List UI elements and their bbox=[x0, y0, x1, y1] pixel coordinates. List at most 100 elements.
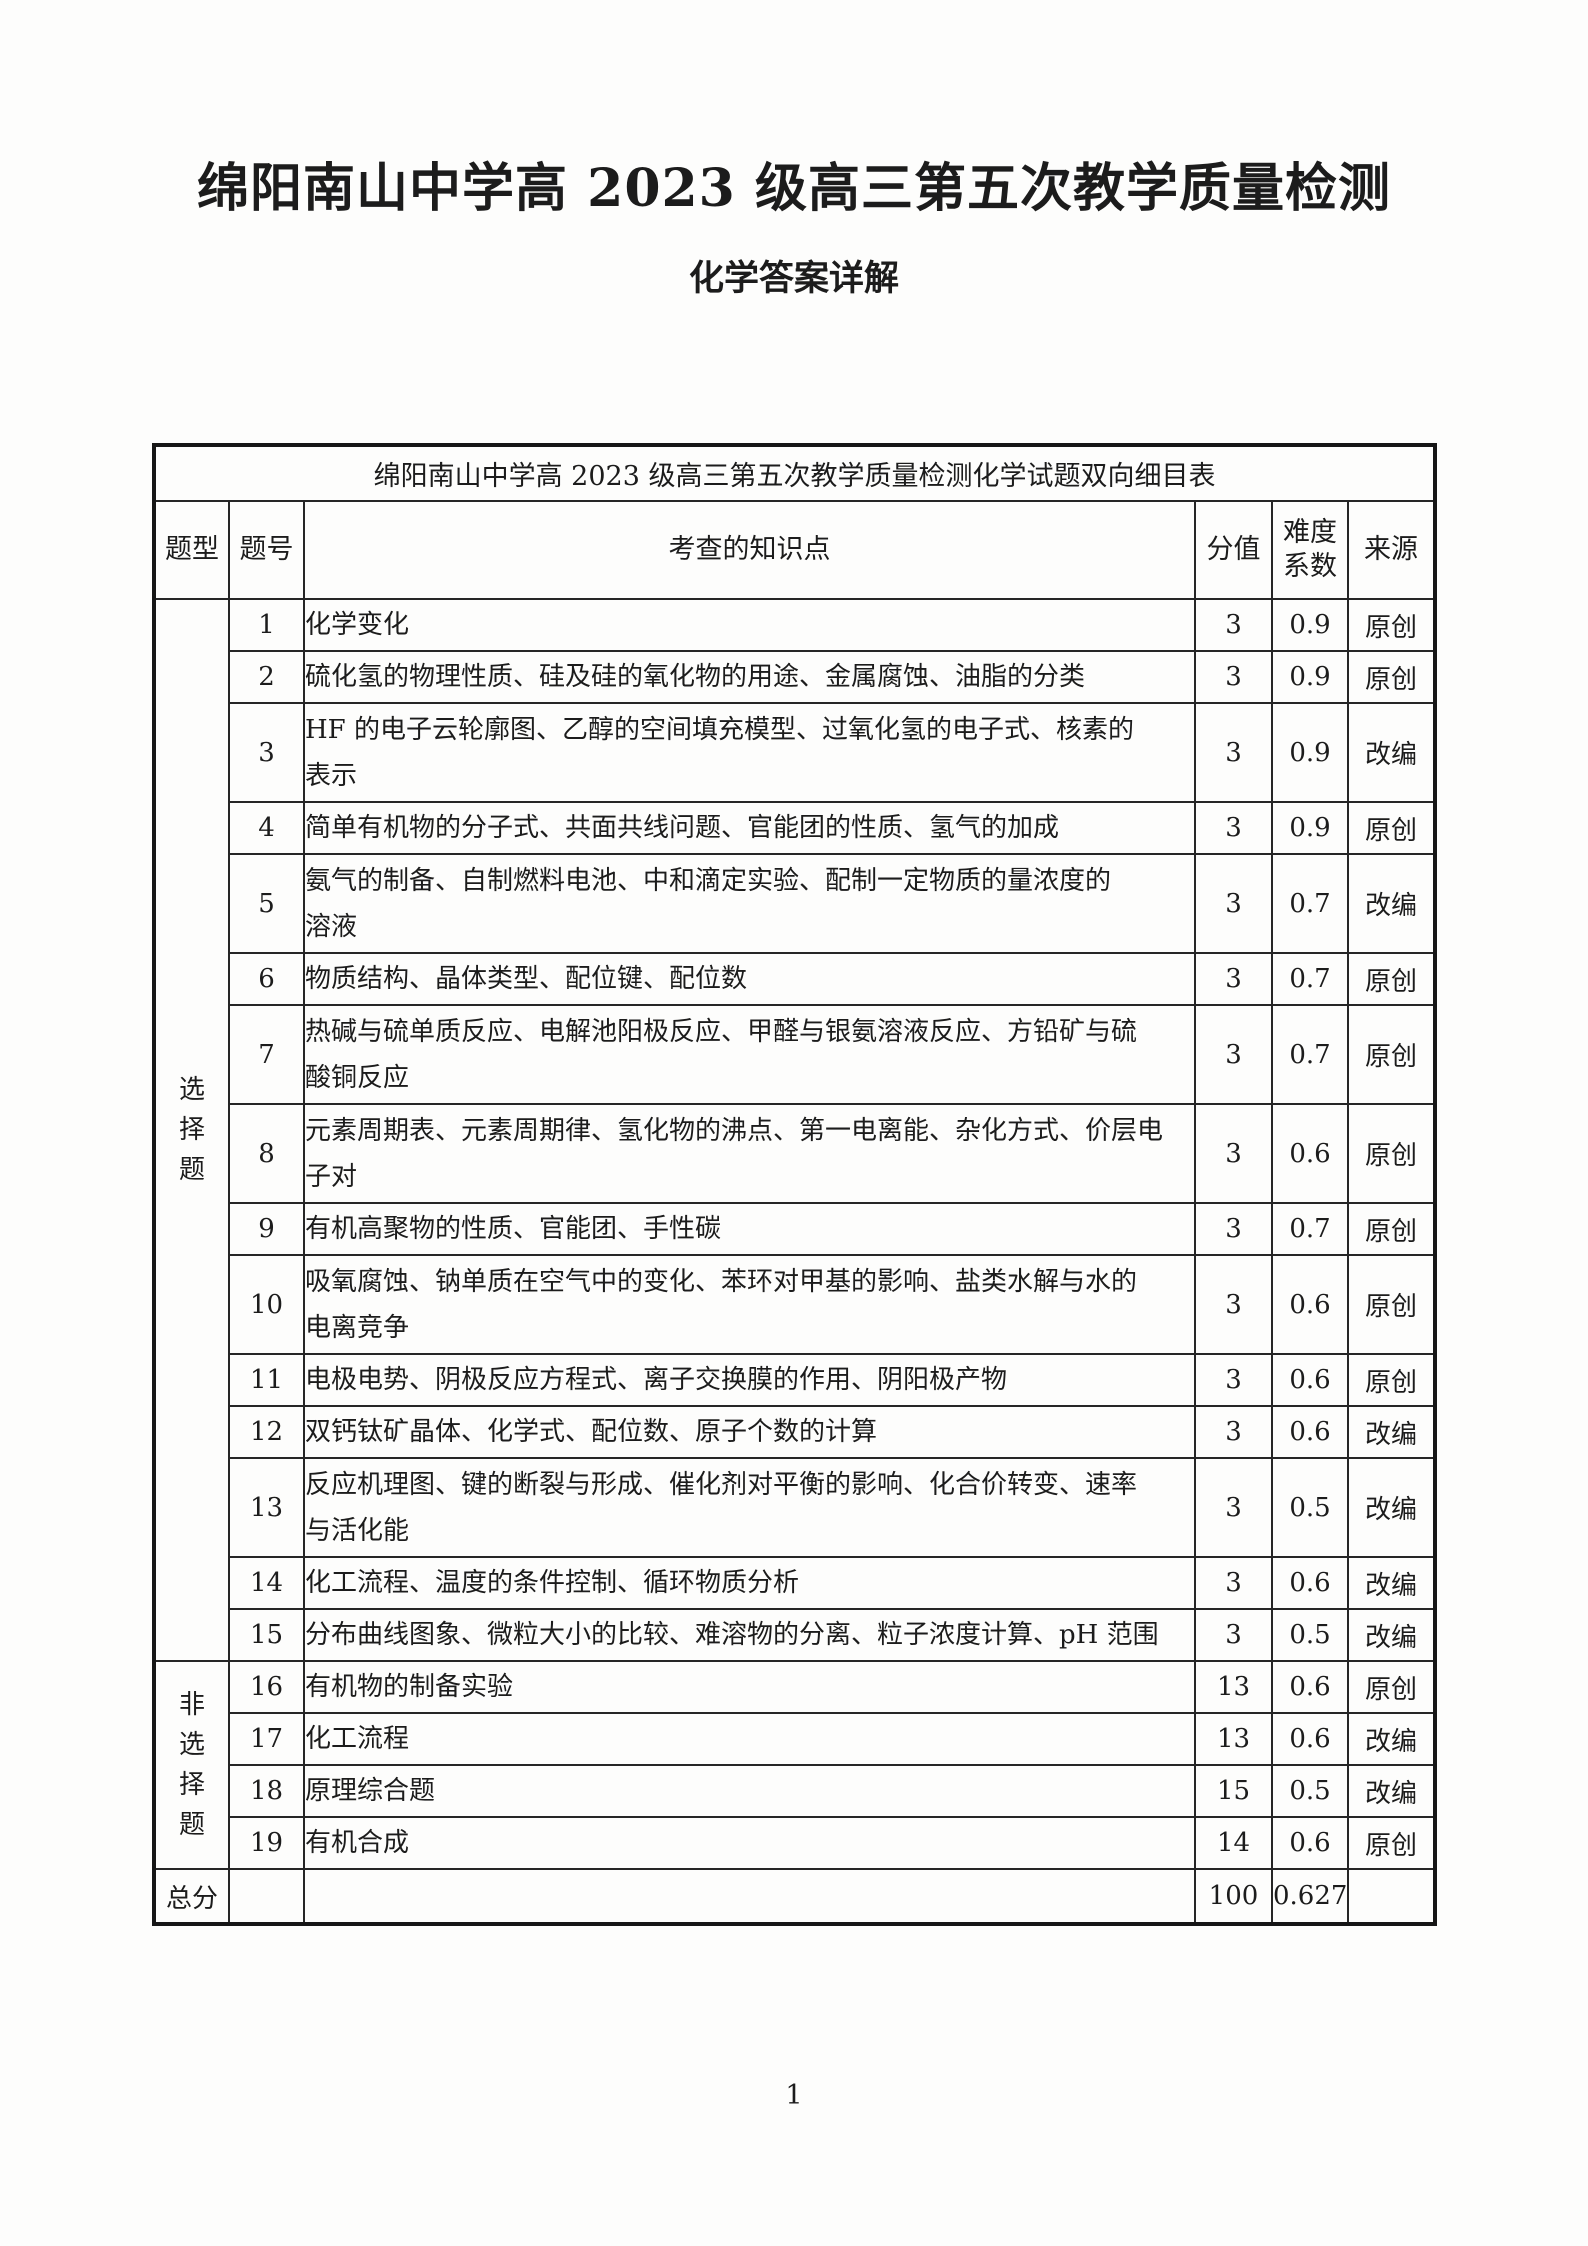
source-value: 原创 bbox=[1346, 598, 1437, 652]
score-value: 3 bbox=[1194, 1254, 1273, 1355]
source-value: 原创 bbox=[1346, 801, 1437, 855]
source-value: 改编 bbox=[1346, 853, 1437, 954]
total-qno-empty bbox=[228, 1868, 305, 1925]
table-row: 18 原理综合题 15 0.5 改编 bbox=[154, 1764, 1437, 1818]
knowledge-point: 化工流程、温度的条件控制、循环物质分析 bbox=[303, 1556, 1196, 1610]
col-header-knowledge: 考查的知识点 bbox=[303, 500, 1196, 600]
total-source-empty bbox=[1346, 1868, 1437, 1925]
table-row: 7 热碱与硫单质反应、电解池阳极反应、甲醛与银氨溶液反应、方铅矿与硫 酸铜反应 … bbox=[154, 1004, 1437, 1105]
question-no: 14 bbox=[228, 1556, 305, 1610]
source-value: 改编 bbox=[1346, 1556, 1437, 1610]
question-no: 5 bbox=[228, 853, 305, 954]
table-row: 5 氨气的制备、自制燃料电池、中和滴定实验、配制一定物质的量浓度的 溶液 3 0… bbox=[154, 853, 1437, 954]
knowledge-point: 吸氧腐蚀、钠单质在空气中的变化、苯环对甲基的影响、盐类水解与水的 电离竞争 bbox=[303, 1254, 1196, 1355]
table-header-row: 题型 题号 考查的知识点 分值 难度系数 来源 bbox=[153, 500, 1437, 600]
source-value: 原创 bbox=[1346, 1004, 1437, 1105]
question-no: 4 bbox=[228, 801, 305, 855]
score-value: 13 bbox=[1194, 1660, 1273, 1714]
question-no: 11 bbox=[228, 1353, 305, 1407]
question-no: 9 bbox=[228, 1202, 305, 1256]
table-row: 非选择题 16 有机物的制备实验 13 0.6 原创 bbox=[153, 1660, 1437, 1870]
difficulty-value: 0.5 bbox=[1271, 1608, 1349, 1662]
score-value: 3 bbox=[1194, 1202, 1273, 1256]
qtype-group-choice-label: 选择题 bbox=[178, 1075, 205, 1185]
score-value: 3 bbox=[1194, 853, 1273, 954]
score-value: 3 bbox=[1194, 1405, 1273, 1459]
score-value: 3 bbox=[1194, 1004, 1273, 1105]
question-no: 16 bbox=[228, 1660, 305, 1714]
difficulty-value: 0.7 bbox=[1271, 952, 1349, 1006]
difficulty-value: 0.6 bbox=[1271, 1254, 1349, 1355]
total-difficulty: 0.627 bbox=[1271, 1868, 1349, 1925]
knowledge-point: 原理综合题 bbox=[303, 1764, 1196, 1818]
table-row: 10 吸氧腐蚀、钠单质在空气中的变化、苯环对甲基的影响、盐类水解与水的 电离竞争… bbox=[154, 1254, 1437, 1355]
question-no: 1 bbox=[228, 598, 305, 652]
table-row: 8 元素周期表、元素周期律、氢化物的沸点、第一电离能、杂化方式、价层电 子对 3… bbox=[154, 1103, 1437, 1204]
col-header-qtype: 题型 bbox=[153, 500, 230, 600]
table-row: 12 双钙钛矿晶体、化学式、配位数、原子个数的计算 3 0.6 改编 bbox=[154, 1405, 1437, 1459]
knowledge-point: 分布曲线图象、微粒大小的比较、难溶物的分离、粒子浓度计算、pH 范围 bbox=[303, 1608, 1196, 1662]
knowledge-point: 有机合成 bbox=[303, 1816, 1196, 1870]
question-no: 12 bbox=[228, 1405, 305, 1459]
question-no: 15 bbox=[228, 1608, 305, 1662]
source-value: 原创 bbox=[1346, 1202, 1437, 1256]
question-no: 8 bbox=[228, 1103, 305, 1204]
knowledge-point: 硫化氢的物理性质、硅及硅的氧化物的用途、金属腐蚀、油脂的分类 bbox=[303, 650, 1196, 704]
score-value: 3 bbox=[1194, 1457, 1273, 1558]
table-row: 13 反应机理图、键的断裂与形成、催化剂对平衡的影响、化合价转变、速率 与活化能… bbox=[154, 1457, 1437, 1558]
knowledge-point: 氨气的制备、自制燃料电池、中和滴定实验、配制一定物质的量浓度的 溶液 bbox=[303, 853, 1196, 954]
col-header-difficulty: 难度系数 bbox=[1271, 500, 1349, 600]
total-row: 总分 100 0.627 bbox=[153, 1868, 1437, 1925]
source-value: 原创 bbox=[1346, 1103, 1437, 1204]
knowledge-point: 简单有机物的分子式、共面共线问题、官能团的性质、氢气的加成 bbox=[303, 801, 1196, 855]
knowledge-point: 物质结构、晶体类型、配位键、配位数 bbox=[303, 952, 1196, 1006]
source-value: 原创 bbox=[1346, 952, 1437, 1006]
table-caption-row: 绵阳南山中学高 2023 级高三第五次教学质量检测化学试题双向细目表 bbox=[152, 444, 1437, 502]
table-row: 4 简单有机物的分子式、共面共线问题、官能团的性质、氢气的加成 3 0.9 原创 bbox=[154, 801, 1437, 855]
source-value: 原创 bbox=[1346, 1816, 1437, 1870]
table-row: 14 化工流程、温度的条件控制、循环物质分析 3 0.6 改编 bbox=[154, 1556, 1437, 1610]
difficulty-value: 0.9 bbox=[1271, 650, 1349, 704]
score-value: 3 bbox=[1194, 1353, 1273, 1407]
specification-table: 绵阳南山中学高 2023 级高三第五次教学质量检测化学试题双向细目表 题型 题号… bbox=[152, 443, 1438, 1926]
table-row: 选择题 1 化学变化 3 0.9 原创 bbox=[153, 598, 1437, 1662]
table-caption: 绵阳南山中学高 2023 级高三第五次教学质量检测化学试题双向细目表 bbox=[152, 444, 1437, 502]
question-no: 17 bbox=[228, 1712, 305, 1766]
knowledge-point: 化工流程 bbox=[303, 1712, 1196, 1766]
table-row: 11 电极电势、阴极反应方程式、离子交换膜的作用、阴阳极产物 3 0.6 原创 bbox=[154, 1353, 1437, 1407]
source-value: 原创 bbox=[1346, 1254, 1437, 1355]
score-value: 3 bbox=[1194, 801, 1273, 855]
col-header-qno: 题号 bbox=[228, 500, 305, 600]
knowledge-point: 有机物的制备实验 bbox=[303, 1660, 1196, 1714]
col-header-source: 来源 bbox=[1346, 500, 1437, 600]
difficulty-value: 0.7 bbox=[1271, 853, 1349, 954]
qtype-group-choice: 选择题 bbox=[153, 598, 230, 1662]
page-subtitle: 化学答案详解 bbox=[688, 259, 899, 299]
col-header-score: 分值 bbox=[1194, 500, 1273, 600]
qtype-group-nonchoice: 非选择题 bbox=[153, 1660, 230, 1870]
difficulty-value: 0.9 bbox=[1271, 598, 1349, 652]
difficulty-value: 0.9 bbox=[1271, 702, 1349, 803]
page-title: 绵阳南山中学高 2023 级高三第五次教学质量检测 bbox=[197, 158, 1391, 219]
source-value: 改编 bbox=[1346, 1405, 1437, 1459]
score-value: 3 bbox=[1194, 650, 1273, 704]
knowledge-point: HF 的电子云轮廓图、乙醇的空间填充模型、过氧化氢的电子式、核素的 表示 bbox=[303, 702, 1196, 803]
score-value: 15 bbox=[1194, 1764, 1273, 1818]
difficulty-value: 0.6 bbox=[1271, 1353, 1349, 1407]
difficulty-value: 0.9 bbox=[1271, 801, 1349, 855]
total-label: 总分 bbox=[153, 1868, 230, 1925]
source-value: 改编 bbox=[1346, 1457, 1437, 1558]
question-no: 2 bbox=[228, 650, 305, 704]
difficulty-value: 0.5 bbox=[1271, 1457, 1349, 1558]
score-value: 3 bbox=[1194, 598, 1273, 652]
table-row: 17 化工流程 13 0.6 改编 bbox=[154, 1712, 1437, 1766]
question-no: 13 bbox=[228, 1457, 305, 1558]
difficulty-value: 0.6 bbox=[1271, 1712, 1349, 1766]
source-value: 原创 bbox=[1346, 1660, 1437, 1714]
difficulty-value: 0.6 bbox=[1271, 1816, 1349, 1870]
source-value: 改编 bbox=[1346, 1712, 1437, 1766]
difficulty-value: 0.6 bbox=[1271, 1103, 1349, 1204]
knowledge-point: 热碱与硫单质反应、电解池阳极反应、甲醛与银氨溶液反应、方铅矿与硫 酸铜反应 bbox=[303, 1004, 1196, 1105]
knowledge-point: 电极电势、阴极反应方程式、离子交换膜的作用、阴阳极产物 bbox=[303, 1353, 1196, 1407]
difficulty-value: 0.7 bbox=[1271, 1202, 1349, 1256]
